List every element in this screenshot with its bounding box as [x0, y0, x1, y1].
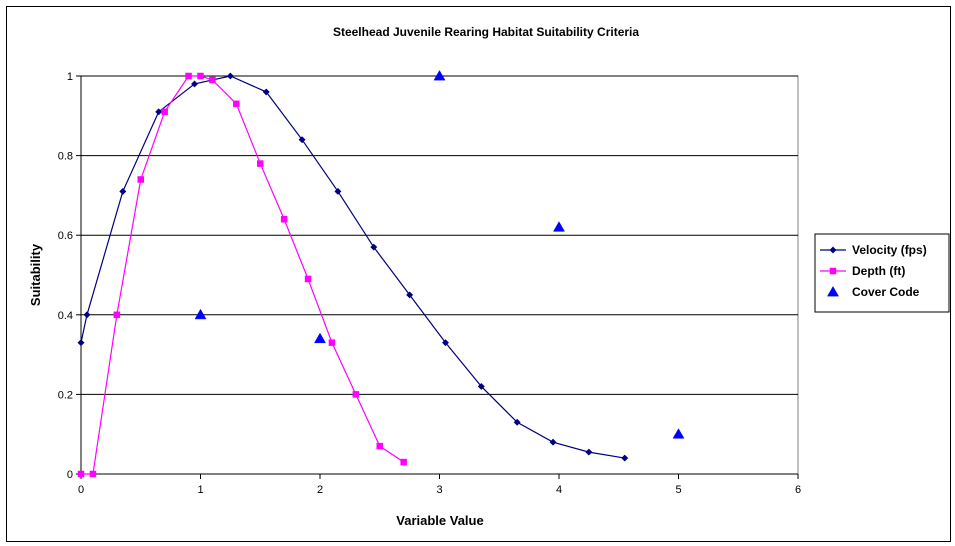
- data-point-1-5: [185, 72, 192, 80]
- chart-title: Steelhead Juvenile Rearing Habitat Suita…: [333, 25, 639, 39]
- legend-marker-1: [829, 267, 837, 275]
- data-point-0-14: [549, 438, 557, 446]
- y-tick-label: 1: [67, 71, 73, 83]
- y-tick-label: 0.8: [58, 151, 73, 163]
- data-point-0-12: [477, 382, 485, 390]
- data-point-0-0: [77, 339, 85, 347]
- data-point-0-16: [621, 454, 629, 462]
- data-point-0-4: [190, 80, 199, 88]
- data-point-0-3: [155, 108, 163, 116]
- x-tick-label: 1: [197, 484, 203, 496]
- data-point-1-8: [233, 100, 240, 108]
- x-tick-label: 6: [795, 484, 801, 496]
- data-point-0-1: [83, 311, 91, 319]
- data-point-0-13: [513, 418, 521, 426]
- series-1: [77, 72, 407, 478]
- data-point-1-2: [113, 311, 121, 319]
- data-point-0-10: [406, 291, 414, 299]
- legend-label-1: Depth (ft): [852, 264, 905, 278]
- y-tick-label: 0.6: [58, 230, 73, 242]
- series-2: [194, 69, 685, 439]
- y-tick-label: 0.2: [58, 389, 73, 401]
- data-point-1-6: [197, 72, 204, 80]
- tick-labels: 0 0.2 0.4 0.6 0.8 1 0 1 2 3 4 5 6: [58, 71, 801, 496]
- data-point-2-1: [314, 332, 326, 344]
- legend-item-2: Cover Code: [827, 285, 920, 299]
- data-point-1-14: [376, 442, 383, 450]
- data-point-1-10: [280, 216, 288, 223]
- y-axis-label: Suitability: [28, 243, 43, 306]
- x-tick-label: 3: [436, 484, 442, 496]
- legend: Velocity (fps) Depth (ft) Cover Code: [814, 233, 950, 313]
- data-point-0-5: [226, 72, 234, 80]
- x-tick-label: 4: [556, 484, 562, 496]
- data-point-1-3: [137, 176, 144, 183]
- data-point-1-11: [304, 275, 312, 283]
- x-axis-label: Variable Value: [396, 513, 483, 528]
- x-tick-label: 5: [675, 484, 681, 496]
- x-tick-label: 0: [78, 484, 84, 496]
- data-point-0-9: [370, 243, 378, 251]
- axes: [76, 75, 799, 479]
- data-point-2-0: [194, 308, 207, 320]
- legend-box: [814, 233, 950, 313]
- data-point-2-3: [553, 221, 565, 232]
- legend-items: Velocity (fps) Depth (ft) Cover Code: [820, 243, 927, 299]
- legend-marker-0: [829, 246, 837, 254]
- legend-label-2: Cover Code: [852, 285, 920, 299]
- series-line-1: [81, 75, 404, 475]
- data-point-1-0: [77, 470, 85, 478]
- data-point-1-9: [257, 160, 264, 167]
- data-point-1-13: [352, 391, 360, 398]
- y-tick-label: 0: [67, 469, 73, 481]
- series-layer: [77, 69, 685, 478]
- series-0: [77, 72, 629, 462]
- data-point-1-12: [328, 339, 336, 346]
- data-point-0-6: [262, 88, 270, 96]
- y-tick-label: 0.4: [58, 310, 73, 322]
- legend-item-1: Depth (ft): [820, 264, 905, 278]
- data-point-2-4: [672, 428, 685, 439]
- plot-area: [80, 75, 799, 475]
- data-point-0-15: [585, 448, 593, 456]
- data-point-1-7: [209, 76, 216, 84]
- data-point-0-8: [334, 187, 342, 195]
- data-point-0-11: [441, 339, 450, 347]
- legend-label-0: Velocity (fps): [852, 243, 927, 257]
- legend-marker-2: [827, 285, 839, 297]
- x-tick-label: 2: [317, 484, 323, 496]
- data-point-1-4: [161, 108, 168, 116]
- data-point-2-2: [433, 69, 446, 81]
- legend-item-0: Velocity (fps): [820, 243, 927, 257]
- data-point-0-2: [119, 187, 127, 195]
- data-point-1-15: [400, 458, 407, 466]
- data-point-1-1: [89, 470, 97, 478]
- data-point-0-7: [298, 136, 306, 144]
